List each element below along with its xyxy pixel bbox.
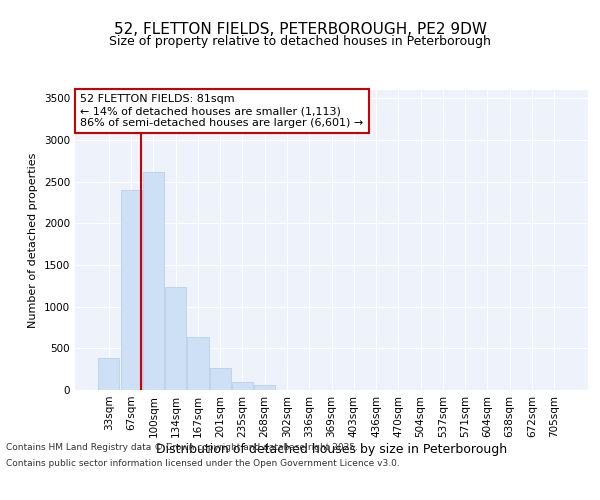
X-axis label: Distribution of detached houses by size in Peterborough: Distribution of detached houses by size … [156,442,507,456]
Bar [165,286,186,390]
Bar [232,382,253,390]
Text: Contains public sector information licensed under the Open Government Licence v3: Contains public sector information licen… [6,459,400,468]
Text: Size of property relative to detached houses in Peterborough: Size of property relative to detached ho… [109,35,491,48]
Text: Contains HM Land Registry data © Crown copyright and database right 2025.: Contains HM Land Registry data © Crown c… [6,442,358,452]
Text: 52 FLETTON FIELDS: 81sqm
← 14% of detached houses are smaller (1,113)
86% of sem: 52 FLETTON FIELDS: 81sqm ← 14% of detach… [80,94,364,128]
Bar [143,172,164,390]
Y-axis label: Number of detached properties: Number of detached properties [28,152,38,328]
Text: 52, FLETTON FIELDS, PETERBOROUGH, PE2 9DW: 52, FLETTON FIELDS, PETERBOROUGH, PE2 9D… [113,22,487,38]
Bar [121,190,142,390]
Bar [98,358,119,390]
Bar [209,368,231,390]
Bar [187,336,209,390]
Bar [254,386,275,390]
